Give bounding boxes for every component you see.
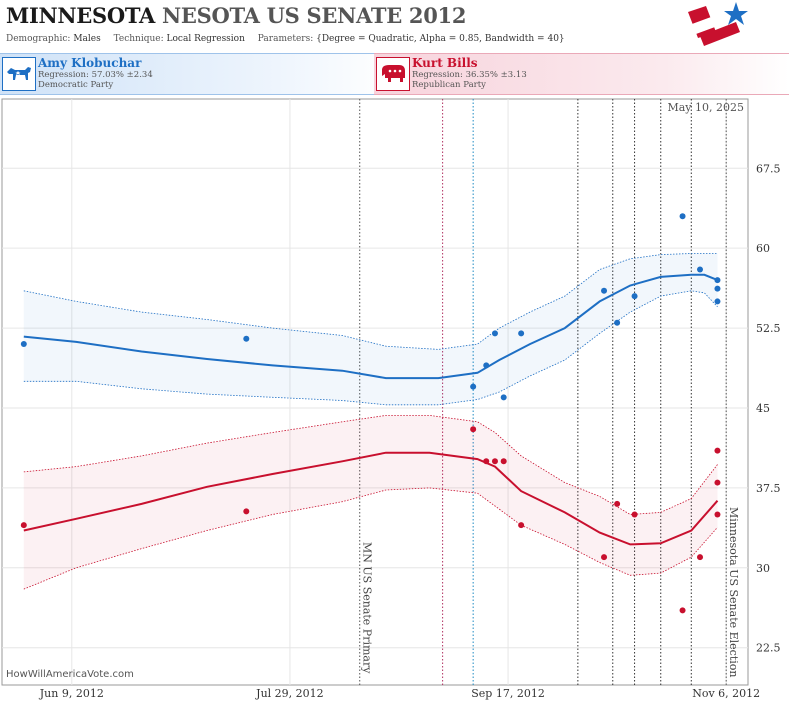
x-tick-label: Nov 6, 2012 <box>692 687 760 700</box>
y-tick-label: 22.5 <box>756 642 781 655</box>
demographic-label: Demographic: <box>6 34 71 44</box>
parameters-value: {Degree = Quadratic, Alpha = 0.85, Bandw… <box>316 34 565 44</box>
dem-poll-point <box>243 335 250 342</box>
event-label: MN US Senate Primary <box>361 542 374 674</box>
dem-poll-point <box>631 293 638 300</box>
rep-poll-point <box>483 458 490 465</box>
rep-trend-line <box>23 451 719 546</box>
event-label: Minnesota US Senate Election <box>727 507 740 677</box>
dem-poll-point <box>601 287 608 294</box>
rep-party: Republican Party <box>412 80 486 90</box>
plot-frame <box>1 98 749 686</box>
dem-party: Democratic Party <box>38 80 114 90</box>
x-tick-label: Jul 29, 2012 <box>255 687 324 700</box>
rep-poll-point <box>470 426 477 433</box>
rep-upper-bound <box>23 415 718 515</box>
rep-poll-point <box>518 522 525 529</box>
legend-dem: Amy Klobuchar Regression: 57.03% ±2.34 D… <box>0 53 395 95</box>
dem-poll-point <box>500 394 507 401</box>
chart-header: MINNESOTA NESOTA US SENATE 2012 Demograp… <box>0 0 789 52</box>
rep-poll-point <box>20 522 27 529</box>
rep-poll-point <box>697 554 704 561</box>
watermark: HowWillAmericaVote.com <box>6 669 134 680</box>
y-tick-label: 30 <box>756 562 770 575</box>
dem-poll-point <box>714 298 721 305</box>
rep-poll-point <box>614 500 621 507</box>
x-tick-label: Jun 9, 2012 <box>39 687 104 700</box>
demographic-value: Males <box>73 34 101 44</box>
dem-poll-point <box>697 266 704 273</box>
dem-poll-point <box>20 341 27 348</box>
y-tick-label: 67.5 <box>756 162 781 175</box>
technique-label: Technique: <box>113 34 164 44</box>
technique-value: Local Regression <box>166 34 245 44</box>
rep-poll-point <box>500 458 507 465</box>
rep-poll-point <box>714 447 721 454</box>
title-state: MINNESOTA <box>6 3 155 28</box>
dem-poll-point <box>679 213 686 220</box>
y-tick-label: 37.5 <box>756 482 781 495</box>
rep-poll-point <box>491 458 498 465</box>
dem-poll-point <box>483 362 490 369</box>
chart-parameters: Demographic: Males Technique: Local Regr… <box>6 34 565 44</box>
dem-poll-point <box>714 277 721 284</box>
dem-confidence-band <box>23 253 718 405</box>
rep-poll-point <box>601 554 608 561</box>
rep-poll-point <box>714 479 721 486</box>
dem-poll-point <box>491 330 498 337</box>
parameters-label: Parameters: <box>257 34 314 44</box>
rep-confidence-band <box>23 415 718 590</box>
date-label: May 10, 2025 <box>667 101 744 114</box>
donkey-icon <box>2 57 36 91</box>
rep-regression: Regression: 36.35% ±3.13 <box>412 70 527 80</box>
rep-lower-bound <box>23 487 718 590</box>
title-rest: NESOTA US SENATE 2012 <box>162 3 467 28</box>
x-tick-label: Sep 17, 2012 <box>471 687 545 700</box>
rep-poll-point <box>631 511 638 518</box>
y-tick-label: 60 <box>756 242 770 255</box>
rep-poll-point <box>714 511 721 518</box>
chart-area: MN US Senate Primary Minnesota US Senate … <box>0 97 789 704</box>
rep-candidate-name: Kurt Bills <box>412 56 478 70</box>
rep-poll-point <box>243 508 250 515</box>
dem-poll-point <box>470 383 477 390</box>
dem-poll-point <box>614 319 621 326</box>
dem-poll-point <box>714 285 721 292</box>
legend-rep: Kurt Bills Regression: 36.35% ±3.13 Repu… <box>374 53 789 95</box>
chart-svg: MN US Senate Primary Minnesota US Senate … <box>1 98 781 700</box>
rep-poll-point <box>679 607 686 614</box>
y-tick-label: 52.5 <box>756 322 781 335</box>
y-tick-label: 45 <box>756 402 770 415</box>
elephant-icon <box>376 57 410 91</box>
dem-poll-point <box>518 330 525 337</box>
site-logo-icon <box>688 2 748 46</box>
candidate-legend: Amy Klobuchar Regression: 57.03% ±2.34 D… <box>0 53 789 95</box>
dem-candidate-name: Amy Klobuchar <box>38 56 142 70</box>
chart-title: MINNESOTA NESOTA US SENATE 2012 <box>6 3 466 28</box>
dem-regression: Regression: 57.03% ±2.34 <box>38 70 153 80</box>
dem-upper-bound <box>23 253 718 350</box>
